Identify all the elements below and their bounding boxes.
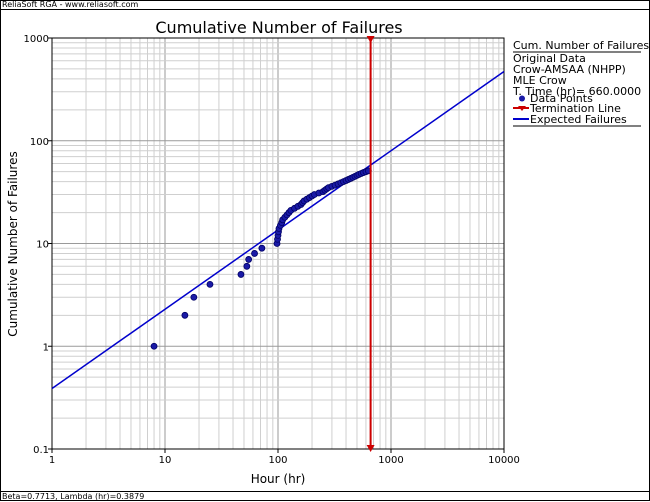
y-axis-title: Cumulative Number of Failures bbox=[6, 151, 20, 336]
termination-top-marker bbox=[366, 36, 375, 43]
data-point bbox=[237, 271, 245, 278]
data-point bbox=[245, 256, 253, 263]
x-tick-label: 10 bbox=[159, 455, 172, 466]
footer-text: Beta=0.7713, Lambda (hr)=0.3879 bbox=[2, 492, 145, 501]
data-point bbox=[181, 311, 189, 319]
data-points bbox=[150, 167, 372, 350]
legend-line-4: T. Time (hr)= 660.0000 bbox=[512, 85, 641, 98]
legend-termination-marker-icon bbox=[518, 106, 526, 111]
data-point bbox=[258, 244, 266, 252]
x-tick-label: 1 bbox=[49, 455, 55, 466]
y-tick-label: 100 bbox=[30, 137, 49, 148]
legend-line-2: Crow-AMSAA (NHPP) bbox=[513, 63, 626, 76]
chart-title: Cumulative Number of Failures bbox=[155, 18, 402, 37]
data-point bbox=[206, 280, 214, 288]
y-tick-label: 1 bbox=[43, 342, 49, 353]
legend-item-termination: Termination Line bbox=[513, 102, 621, 115]
y-tick-label: 1000 bbox=[24, 34, 49, 45]
footer-bar: Beta=0.7713, Lambda (hr)=0.3879 bbox=[0, 491, 650, 502]
data-point bbox=[243, 262, 251, 270]
header-text: ReliaSoft RGA - www.reliasoft.com bbox=[2, 0, 139, 9]
legend-item-termination-label: Termination Line bbox=[529, 102, 621, 115]
termination-line bbox=[366, 36, 375, 452]
legend-item-data-points: Data Points bbox=[519, 92, 593, 105]
legend-point-marker bbox=[519, 95, 525, 102]
legend-title: Cum. Number of Failures bbox=[513, 39, 649, 52]
data-point bbox=[150, 342, 158, 350]
legend: Cum. Number of Failures Original Data Cr… bbox=[512, 39, 649, 127]
y-tick-label: 10 bbox=[36, 240, 49, 251]
x-tick-label: 10000 bbox=[488, 455, 520, 466]
legend-item-data-points-label: Data Points bbox=[530, 92, 593, 105]
legend-line-3: MLE Crow bbox=[513, 74, 567, 87]
data-point bbox=[190, 293, 198, 301]
legend-line-1: Original Data bbox=[513, 52, 586, 65]
x-axis-title: Hour (hr) bbox=[251, 472, 306, 486]
legend-item-expected-label: Expected Failures bbox=[530, 113, 627, 126]
y-tick-label: 0.1 bbox=[33, 445, 49, 456]
legend-item-expected: Expected Failures bbox=[513, 113, 627, 126]
termination-bottom-marker bbox=[366, 445, 375, 452]
x-tick-label: 100 bbox=[268, 455, 287, 466]
x-tick-label: 1000 bbox=[378, 455, 403, 466]
data-point bbox=[251, 250, 258, 257]
grid bbox=[52, 38, 504, 449]
header-bar: ReliaSoft RGA - www.reliasoft.com bbox=[0, 0, 650, 10]
